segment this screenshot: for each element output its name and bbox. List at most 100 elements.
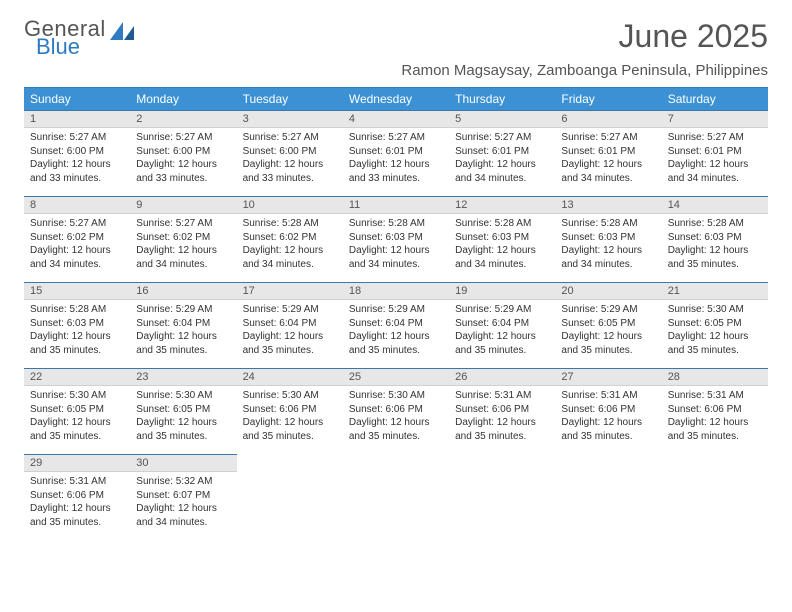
calendar-cell: 2Sunrise: 5:27 AMSunset: 6:00 PMDaylight… (130, 110, 236, 196)
day-number: 17 (237, 282, 343, 300)
day-line-d1: Daylight: 12 hours (243, 158, 337, 172)
day-line-ss: Sunset: 6:03 PM (668, 231, 762, 245)
day-line-d1: Daylight: 12 hours (30, 416, 124, 430)
day-number: 20 (555, 282, 661, 300)
day-body: Sunrise: 5:28 AMSunset: 6:03 PMDaylight:… (555, 214, 661, 271)
day-line-sr: Sunrise: 5:28 AM (455, 217, 549, 231)
day-line-d1: Daylight: 12 hours (136, 330, 230, 344)
day-line-ss: Sunset: 6:06 PM (668, 403, 762, 417)
day-line-sr: Sunrise: 5:30 AM (349, 389, 443, 403)
day-line-d1: Daylight: 12 hours (455, 158, 549, 172)
day-line-sr: Sunrise: 5:27 AM (30, 131, 124, 145)
col-header: Wednesday (343, 88, 449, 111)
day-line-sr: Sunrise: 5:29 AM (455, 303, 549, 317)
calendar-cell: 22Sunrise: 5:30 AMSunset: 6:05 PMDayligh… (24, 368, 130, 454)
day-line-sr: Sunrise: 5:27 AM (349, 131, 443, 145)
day-body: Sunrise: 5:28 AMSunset: 6:03 PMDaylight:… (343, 214, 449, 271)
calendar-cell: 19Sunrise: 5:29 AMSunset: 6:04 PMDayligh… (449, 282, 555, 368)
day-line-sr: Sunrise: 5:28 AM (30, 303, 124, 317)
day-number: 19 (449, 282, 555, 300)
day-line-d1: Daylight: 12 hours (136, 502, 230, 516)
day-body: Sunrise: 5:27 AMSunset: 6:00 PMDaylight:… (24, 128, 130, 185)
calendar-cell (449, 454, 555, 540)
day-line-d1: Daylight: 12 hours (243, 416, 337, 430)
day-line-sr: Sunrise: 5:29 AM (243, 303, 337, 317)
day-line-sr: Sunrise: 5:31 AM (30, 475, 124, 489)
day-line-sr: Sunrise: 5:27 AM (243, 131, 337, 145)
calendar-cell (237, 454, 343, 540)
day-line-ss: Sunset: 6:03 PM (349, 231, 443, 245)
day-body: Sunrise: 5:29 AMSunset: 6:05 PMDaylight:… (555, 300, 661, 357)
day-line-ss: Sunset: 6:01 PM (561, 145, 655, 159)
calendar-cell: 9Sunrise: 5:27 AMSunset: 6:02 PMDaylight… (130, 196, 236, 282)
day-body: Sunrise: 5:31 AMSunset: 6:06 PMDaylight:… (449, 386, 555, 443)
day-line-ss: Sunset: 6:06 PM (349, 403, 443, 417)
day-number: 15 (24, 282, 130, 300)
calendar-cell: 25Sunrise: 5:30 AMSunset: 6:06 PMDayligh… (343, 368, 449, 454)
calendar-week: 1Sunrise: 5:27 AMSunset: 6:00 PMDaylight… (24, 110, 768, 196)
day-number: 2 (130, 110, 236, 128)
day-line-ss: Sunset: 6:05 PM (136, 403, 230, 417)
day-body: Sunrise: 5:28 AMSunset: 6:03 PMDaylight:… (662, 214, 768, 271)
day-line-d2: and 35 minutes. (349, 430, 443, 444)
day-line-d1: Daylight: 12 hours (30, 158, 124, 172)
day-line-ss: Sunset: 6:06 PM (243, 403, 337, 417)
day-line-d2: and 34 minutes. (561, 172, 655, 186)
day-number: 8 (24, 196, 130, 214)
calendar-cell: 18Sunrise: 5:29 AMSunset: 6:04 PMDayligh… (343, 282, 449, 368)
day-line-sr: Sunrise: 5:30 AM (243, 389, 337, 403)
day-line-d2: and 35 minutes. (243, 430, 337, 444)
day-line-sr: Sunrise: 5:27 AM (136, 217, 230, 231)
day-line-ss: Sunset: 6:00 PM (136, 145, 230, 159)
day-line-sr: Sunrise: 5:28 AM (349, 217, 443, 231)
calendar-cell: 17Sunrise: 5:29 AMSunset: 6:04 PMDayligh… (237, 282, 343, 368)
calendar-cell: 1Sunrise: 5:27 AMSunset: 6:00 PMDaylight… (24, 110, 130, 196)
day-line-ss: Sunset: 6:02 PM (243, 231, 337, 245)
calendar-cell: 4Sunrise: 5:27 AMSunset: 6:01 PMDaylight… (343, 110, 449, 196)
day-line-d2: and 33 minutes. (349, 172, 443, 186)
calendar-cell: 23Sunrise: 5:30 AMSunset: 6:05 PMDayligh… (130, 368, 236, 454)
day-line-sr: Sunrise: 5:27 AM (30, 217, 124, 231)
day-line-d2: and 33 minutes. (136, 172, 230, 186)
day-line-d1: Daylight: 12 hours (455, 416, 549, 430)
day-number: 5 (449, 110, 555, 128)
day-number: 6 (555, 110, 661, 128)
day-line-ss: Sunset: 6:03 PM (455, 231, 549, 245)
day-body: Sunrise: 5:30 AMSunset: 6:05 PMDaylight:… (662, 300, 768, 357)
day-body: Sunrise: 5:30 AMSunset: 6:06 PMDaylight:… (343, 386, 449, 443)
day-line-d1: Daylight: 12 hours (349, 158, 443, 172)
calendar-cell: 13Sunrise: 5:28 AMSunset: 6:03 PMDayligh… (555, 196, 661, 282)
day-line-d1: Daylight: 12 hours (561, 330, 655, 344)
day-line-ss: Sunset: 6:01 PM (349, 145, 443, 159)
calendar-cell: 8Sunrise: 5:27 AMSunset: 6:02 PMDaylight… (24, 196, 130, 282)
day-number: 9 (130, 196, 236, 214)
day-line-sr: Sunrise: 5:27 AM (455, 131, 549, 145)
day-line-ss: Sunset: 6:03 PM (561, 231, 655, 245)
day-body: Sunrise: 5:31 AMSunset: 6:06 PMDaylight:… (24, 472, 130, 529)
day-body: Sunrise: 5:27 AMSunset: 6:00 PMDaylight:… (237, 128, 343, 185)
day-line-ss: Sunset: 6:00 PM (243, 145, 337, 159)
day-line-sr: Sunrise: 5:28 AM (668, 217, 762, 231)
day-line-d2: and 35 minutes. (455, 430, 549, 444)
day-line-sr: Sunrise: 5:30 AM (668, 303, 762, 317)
day-line-d2: and 35 minutes. (30, 344, 124, 358)
day-line-d2: and 35 minutes. (243, 344, 337, 358)
day-number: 16 (130, 282, 236, 300)
calendar-cell: 28Sunrise: 5:31 AMSunset: 6:06 PMDayligh… (662, 368, 768, 454)
day-body: Sunrise: 5:27 AMSunset: 6:02 PMDaylight:… (130, 214, 236, 271)
day-line-sr: Sunrise: 5:30 AM (136, 389, 230, 403)
day-line-d2: and 34 minutes. (243, 258, 337, 272)
day-line-ss: Sunset: 6:04 PM (455, 317, 549, 331)
day-line-sr: Sunrise: 5:28 AM (561, 217, 655, 231)
calendar-cell (662, 454, 768, 540)
day-line-d2: and 34 minutes. (455, 172, 549, 186)
calendar-week: 22Sunrise: 5:30 AMSunset: 6:05 PMDayligh… (24, 368, 768, 454)
day-line-d1: Daylight: 12 hours (668, 416, 762, 430)
day-body: Sunrise: 5:27 AMSunset: 6:01 PMDaylight:… (662, 128, 768, 185)
calendar-cell: 11Sunrise: 5:28 AMSunset: 6:03 PMDayligh… (343, 196, 449, 282)
calendar-cell: 21Sunrise: 5:30 AMSunset: 6:05 PMDayligh… (662, 282, 768, 368)
day-line-sr: Sunrise: 5:31 AM (668, 389, 762, 403)
day-body: Sunrise: 5:29 AMSunset: 6:04 PMDaylight:… (130, 300, 236, 357)
day-line-d1: Daylight: 12 hours (136, 158, 230, 172)
calendar-cell: 3Sunrise: 5:27 AMSunset: 6:00 PMDaylight… (237, 110, 343, 196)
